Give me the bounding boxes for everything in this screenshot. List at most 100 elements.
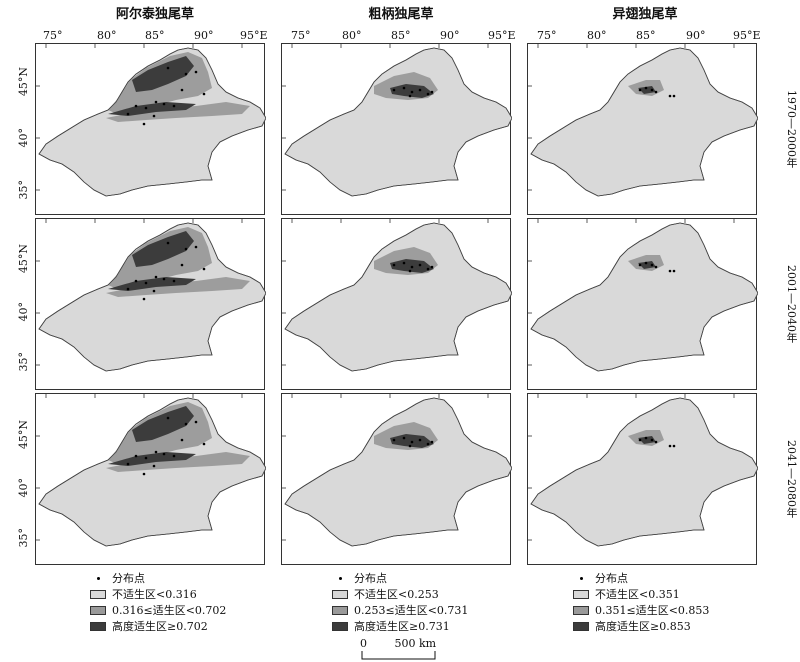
map-panel-r1-c1 <box>35 43 266 215</box>
column-title-1: 阿尔泰独尾草 <box>115 7 194 22</box>
distribution-point <box>162 102 166 106</box>
distribution-point <box>402 261 406 265</box>
distribution-point <box>672 444 676 448</box>
distribution-point <box>152 464 156 468</box>
distribution-point <box>162 452 166 456</box>
legend-item-high: 高度适生区≥0.853 <box>573 618 709 634</box>
high-suitable-zone <box>638 436 656 444</box>
distribution-point <box>672 269 676 273</box>
distribution-point <box>180 438 184 442</box>
region-border <box>530 222 758 372</box>
distribution-point <box>672 94 676 98</box>
distribution-point <box>408 269 412 273</box>
suitable-zone <box>106 277 250 297</box>
xinjiang-region <box>530 222 758 372</box>
distribution-point <box>144 281 148 285</box>
distribution-point <box>154 450 158 454</box>
distribution-point <box>644 436 648 440</box>
region-border <box>38 397 266 547</box>
distribution-point <box>184 72 188 76</box>
column-title-3: 异翅独尾草 <box>612 7 678 22</box>
distribution-point <box>202 267 206 271</box>
distribution-point <box>162 277 166 281</box>
legend-item-points: 分布点 <box>332 570 468 586</box>
distribution-point <box>426 267 430 271</box>
distribution-point <box>126 287 130 291</box>
distribution-point <box>638 438 642 442</box>
region-border <box>284 397 512 547</box>
distribution-point <box>402 436 406 440</box>
xinjiang-region <box>284 222 512 372</box>
map-panel-r2-c1 <box>35 218 266 390</box>
distribution-point <box>194 420 198 424</box>
high-suitable-zone <box>132 406 194 442</box>
map-panel-r2-c2 <box>281 218 512 390</box>
distribution-point <box>392 88 396 92</box>
distribution-point <box>172 279 176 283</box>
distribution-point <box>668 94 672 98</box>
distribution-point <box>638 263 642 267</box>
distribution-point <box>644 261 648 265</box>
map-r1-c3 <box>528 44 758 197</box>
distribution-point <box>392 263 396 267</box>
distribution-point <box>172 454 176 458</box>
xinjiang-region <box>284 47 512 197</box>
map-r1-c2 <box>282 44 512 197</box>
region-border <box>284 222 512 372</box>
map-r2-c3 <box>528 219 758 372</box>
distribution-point <box>408 444 412 448</box>
distribution-point <box>654 440 658 444</box>
legend-item-mid: 0.351≤适生区<0.853 <box>573 602 709 618</box>
legend-item-low: 不适生区<0.316 <box>90 586 226 602</box>
distribution-point <box>644 86 648 90</box>
distribution-point <box>392 438 396 442</box>
distribution-point <box>410 440 414 444</box>
distribution-point <box>180 88 184 92</box>
distribution-point <box>430 90 434 94</box>
map-panel-r2-c3 <box>527 218 758 390</box>
row-label-2: 2001—2040年 <box>785 265 798 343</box>
distribution-point <box>650 88 654 92</box>
distribution-point <box>184 247 188 251</box>
distribution-point <box>166 416 170 420</box>
distribution-point <box>134 104 138 108</box>
legend-item-high: 高度适生区≥0.731 <box>332 618 468 634</box>
distribution-point <box>144 456 148 460</box>
suitable-zone <box>106 102 250 122</box>
scale-zero: 0 <box>360 637 367 650</box>
map-r1-c1 <box>36 44 266 197</box>
map-r2-c2 <box>282 219 512 372</box>
distribution-point <box>430 440 434 444</box>
distribution-point <box>418 88 422 92</box>
map-panel-r3-c1 <box>35 393 266 565</box>
legend-item-low: 不适生区<0.351 <box>573 586 709 602</box>
distribution-point <box>426 442 430 446</box>
distribution-point <box>202 442 206 446</box>
map-panel-r3-c2 <box>281 393 512 565</box>
legend-item-points: 分布点 <box>90 570 226 586</box>
legend-col-3: 分布点 不适生区<0.351 0.351≤适生区<0.853 高度适生区≥0.8… <box>573 570 709 634</box>
distribution-point <box>650 263 654 267</box>
distribution-point <box>152 114 156 118</box>
region-border <box>530 47 758 197</box>
distribution-point <box>202 92 206 96</box>
region-border <box>38 47 266 197</box>
region-border <box>38 222 266 372</box>
suitable-zone <box>106 452 250 472</box>
distribution-point <box>166 241 170 245</box>
map-panel-r1-c2 <box>281 43 512 215</box>
row-label-3: 2041—2080年 <box>785 440 798 518</box>
region-border <box>530 397 758 547</box>
region-border <box>284 47 512 197</box>
map-r3-c3 <box>528 394 758 547</box>
xinjiang-region <box>530 397 758 547</box>
distribution-point <box>154 275 158 279</box>
distribution-point <box>152 289 156 293</box>
distribution-point <box>142 297 146 301</box>
distribution-point <box>410 265 414 269</box>
distribution-point <box>166 66 170 70</box>
distribution-point <box>418 438 422 442</box>
map-panel-r3-c3 <box>527 393 758 565</box>
distribution-point <box>654 90 658 94</box>
map-r2-c1 <box>36 219 266 372</box>
